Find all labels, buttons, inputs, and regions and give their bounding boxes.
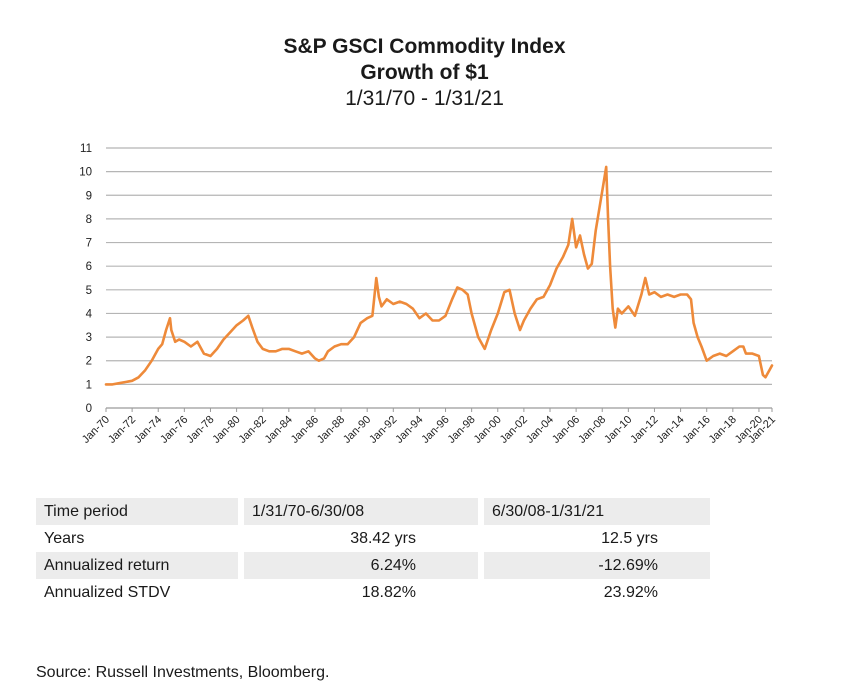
table-cell: 38.42 yrs [350,529,416,547]
table-cell: 23.92% [603,583,658,601]
x-tick-label: Jan-00 [472,414,504,446]
table-gap [238,498,244,525]
x-tick-label: Jan-78 [184,414,216,446]
y-tick-label: 1 [86,379,92,391]
x-tick-label: Jan-14 [654,414,686,446]
x-tick-label: Jan-98 [445,414,477,446]
table-header-row: Time period 1/31/70-6/30/08 6/30/08-1/31… [36,498,710,525]
y-tick-label: 5 [86,285,92,297]
table-cell: 18.82% [361,583,416,601]
x-tick-label: Jan-10 [602,414,634,446]
y-tick-label: 11 [80,143,92,155]
x-tick-label: Jan-80 [210,414,242,446]
x-tick-label: Jan-08 [576,414,608,446]
x-tick-label: Jan-82 [237,414,269,446]
x-tick-label: Jan-04 [524,414,556,446]
x-tick-label: Jan-70 [80,414,112,446]
x-tick-label: Jan-02 [498,414,530,446]
table-gap [478,498,484,525]
table-header-cell: Time period [36,498,238,525]
chart-subtitle: Growth of $1 [360,61,489,84]
x-tick-label: Jan-72 [106,414,138,446]
table-gap [238,525,244,552]
table-cell: Annualized STDV [44,583,171,601]
table-cell: 6.24% [244,552,478,579]
x-tick-label: Jan-94 [393,414,425,446]
table-row: Years 38.42 yrs 12.5 yrs [36,525,710,552]
x-tick-label: Jan-16 [681,414,713,446]
table-gap [238,552,244,579]
x-tick-label: Jan-12 [628,414,660,446]
source-note: Source: Russell Investments, Bloomberg. [36,664,330,681]
y-tick-label: 9 [86,190,92,202]
table-row: Annualized STDV 18.82% 23.92% [36,579,710,606]
x-tick-label: Jan-84 [263,414,295,446]
chart-title: S&P GSCI Commodity Index [283,35,566,58]
table-gap [478,552,484,579]
x-tick-label: Jan-76 [158,414,190,446]
table-gap [238,579,244,606]
table-cell: -12.69% [484,552,710,579]
y-tick-label: 2 [86,356,92,368]
y-tick-label: 4 [86,308,93,320]
y-tick-label: 3 [86,332,92,344]
line-chart: 01234567891011Jan-70Jan-72Jan-74Jan-76Ja… [79,143,778,446]
x-tick-label: Jan-18 [707,414,739,446]
table-cell: 12.5 yrs [601,529,658,547]
table-cell: Years [44,529,85,547]
y-tick-label: 7 [86,238,92,250]
table-gap [478,579,484,606]
chart-date-range: 1/31/70 - 1/31/21 [345,87,504,110]
x-tick-label: Jan-92 [367,414,399,446]
series-line [104,165,774,386]
y-tick-label: 8 [86,214,92,226]
x-tick-label: Jan-06 [550,414,582,446]
table-header-cell: 6/30/08-1/31/21 [484,498,710,525]
x-tick-label: Jan-96 [419,414,451,446]
y-tick-label: 6 [86,261,92,273]
x-tick-label: Jan-86 [289,414,321,446]
x-tick-label: Jan-74 [132,414,164,446]
table-gap [478,525,484,552]
x-tick-label: Jan-88 [315,414,347,446]
y-tick-label: 0 [86,403,92,415]
y-tick-label: 10 [79,167,92,179]
table-cell: Annualized return [36,552,238,579]
table-row: Annualized return 6.24% -12.69% [36,552,710,579]
table-header-cell: 1/31/70-6/30/08 [244,498,478,525]
stats-table: Time period 1/31/70-6/30/08 6/30/08-1/31… [36,498,710,606]
chart-title-block: S&P GSCI Commodity Index Growth of $1 1/… [0,34,849,112]
x-tick-label: Jan-90 [341,414,373,446]
